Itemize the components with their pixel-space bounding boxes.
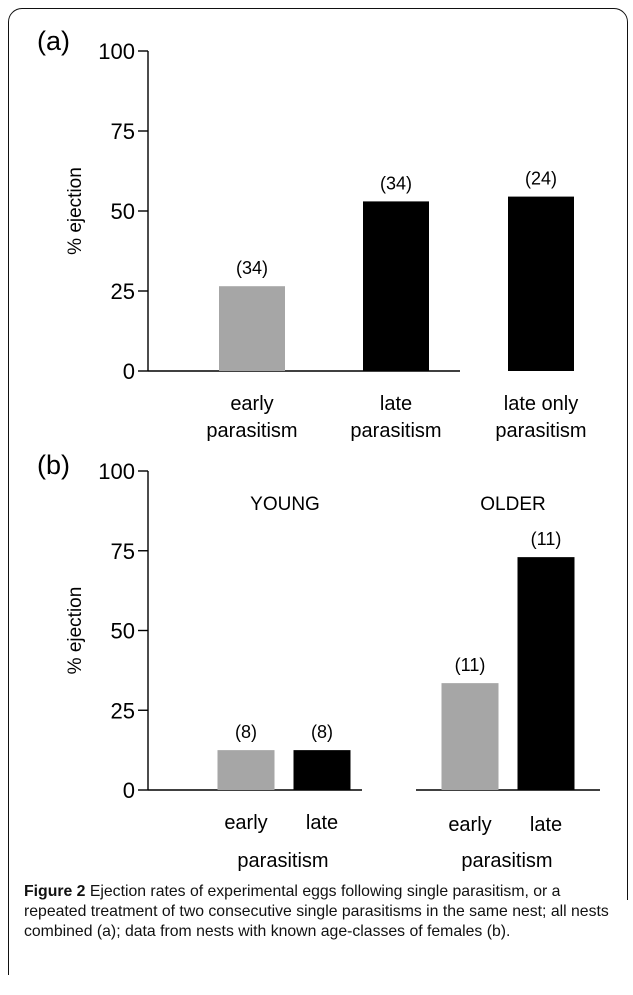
frame-gap-right (619, 900, 633, 995)
panel-a-panel-label: (a) (37, 26, 70, 56)
panel-a-y-tick-label: 75 (111, 119, 135, 144)
panel-a-bar (219, 286, 285, 371)
panel-a-bar (363, 201, 429, 371)
panel-b-bar (441, 683, 499, 790)
panel-b-y-tick-label: 25 (111, 698, 135, 723)
panel-a-bar-n-label: (24) (525, 169, 557, 189)
panel-b-category-label: late (306, 812, 338, 834)
panel-b-group-label: OLDER (480, 494, 545, 515)
panel-a-category-label: parasitism (350, 420, 441, 442)
panel-b-y-tick-label: 50 (111, 619, 135, 644)
panel-a-y-axis-label: % ejection (65, 167, 86, 255)
panel-a-y-tick-label: 0 (123, 359, 135, 384)
panel-a-category-label: parasitism (495, 420, 586, 442)
panel-b-bar-n-label: (11) (455, 655, 486, 675)
panel-b-category-label: late (530, 814, 562, 836)
panel-b-y-tick-label: 0 (123, 778, 135, 803)
panel-b-category-label: early (448, 814, 491, 836)
panel-b-group-xlabel: parasitism (461, 850, 552, 872)
panel-b-y-axis-label: % ejection (65, 587, 86, 675)
panel-a-y-tick-label: 100 (98, 39, 135, 64)
panel-a-category-label: late (380, 393, 412, 415)
panel-b-bar-n-label: (8) (235, 722, 257, 742)
panel-a-y-tick-label: 25 (111, 279, 135, 304)
caption-text: Ejection rates of experimental eggs foll… (24, 883, 609, 940)
panel-a-bar-n-label: (34) (236, 258, 268, 278)
frame-gap (0, 975, 633, 995)
panel-a-category-label: late only (504, 393, 579, 415)
panel-b-category-label: early (224, 812, 267, 834)
panel-a-category-label: parasitism (206, 420, 297, 442)
panel-a-y-tick-label: 50 (111, 199, 135, 224)
panel-b-group-xlabel: parasitism (237, 850, 328, 872)
caption-label: Figure 2 (24, 883, 86, 900)
panel-a-bar-n-label: (34) (380, 173, 412, 193)
panel-b-y-tick-label: 100 (98, 459, 135, 484)
figure-caption: Figure 2 Ejection rates of experimental … (24, 882, 620, 942)
panel-b-bar-n-label: (11) (531, 529, 562, 549)
panel-b-group-label: YOUNG (250, 494, 320, 515)
panel-a-category-label: early (230, 393, 273, 415)
panel-b-bar-n-label: (8) (311, 722, 333, 742)
panel-b-bar (517, 557, 575, 790)
panel-b-panel-label: (b) (37, 450, 70, 480)
panel-a-bar (508, 196, 574, 371)
panel-b-bar (217, 750, 275, 790)
panel-b-y-tick-label: 75 (111, 539, 135, 564)
panel-b-bar (293, 750, 351, 790)
